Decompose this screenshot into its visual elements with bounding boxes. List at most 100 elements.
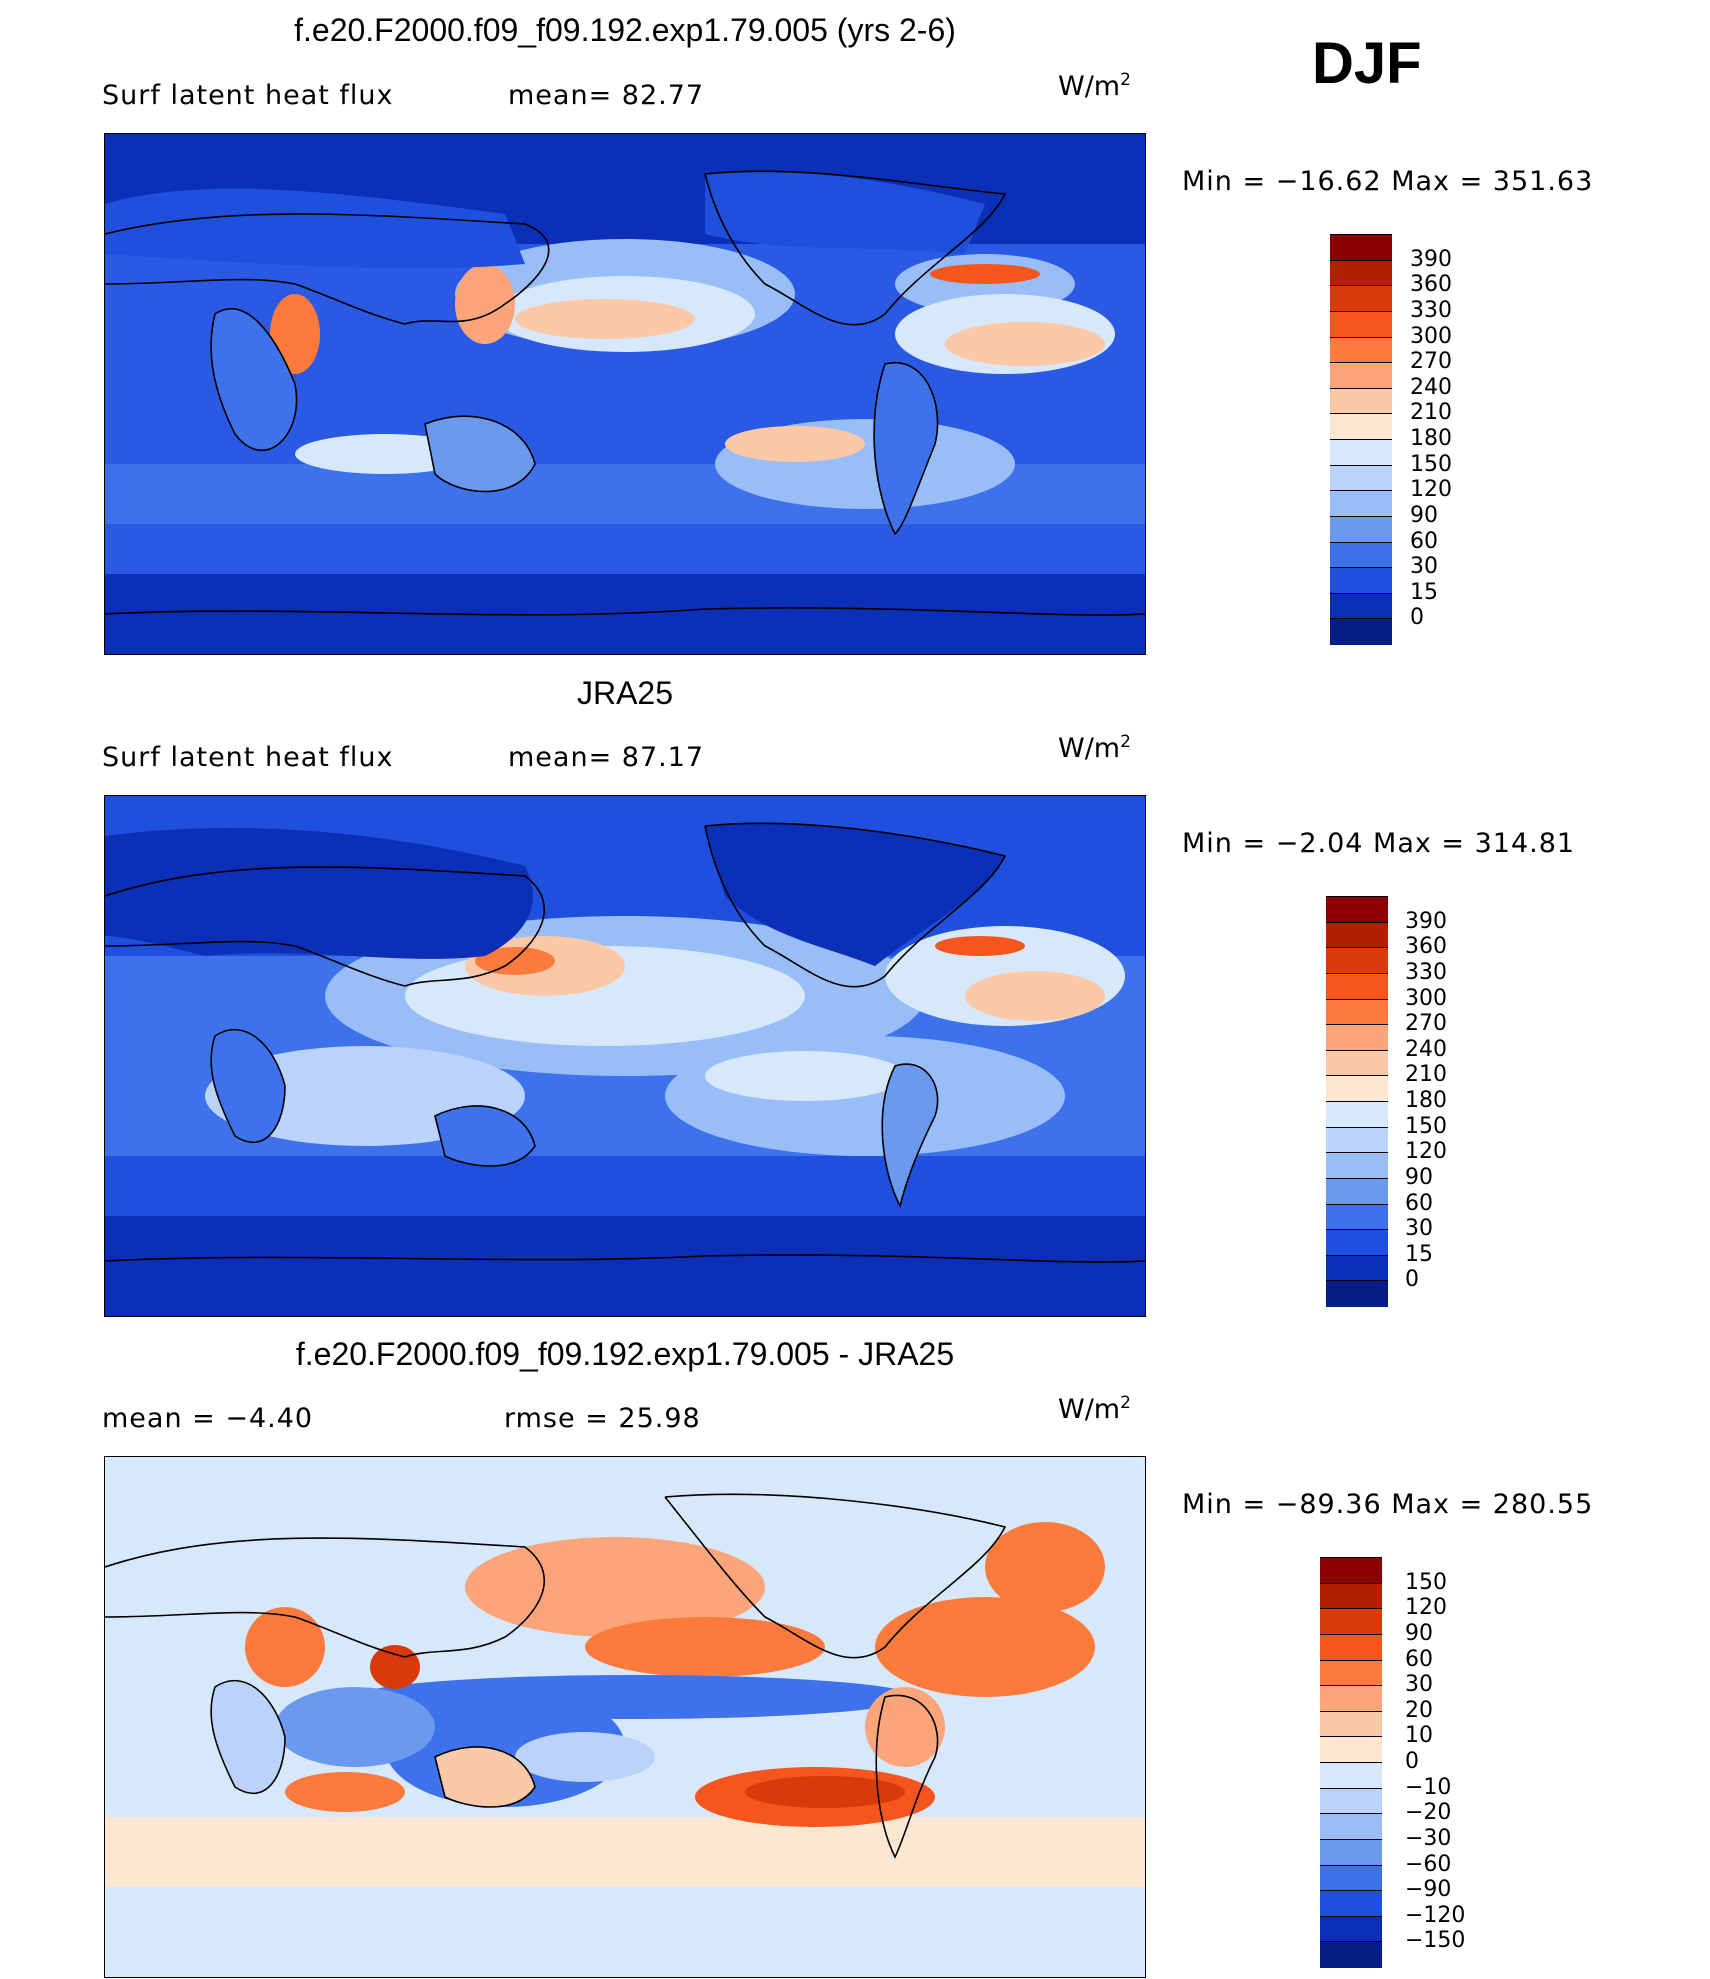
panel2-minmax: Min = −2.04 Max = 314.81 (1182, 828, 1576, 859)
colorbar-tick-label: 0 (1405, 1267, 1419, 1293)
colorbar-swatch (1330, 285, 1392, 312)
panel3-colorbar-labels: 150 120 90 60 30 20 10 0 −10 −20 −30 −60 −90 −120 −150 (1405, 1557, 1525, 1967)
colorbar-tick-label: 180 (1405, 1088, 1447, 1113)
colorbar-swatch (1326, 1254, 1388, 1281)
colorbar-tick-label: −30 (1405, 1825, 1452, 1851)
colorbar-swatch (1326, 972, 1388, 999)
panel1-units: W/m2 (1058, 70, 1131, 102)
colorbar-tick-label: 150 (1405, 1569, 1447, 1595)
colorbar-tick-label: 390 (1405, 908, 1447, 934)
panel2-title: JRA25 (576, 675, 674, 711)
panel1-map (104, 133, 1146, 655)
colorbar-tick-label: 15 (1405, 1241, 1433, 1267)
colorbar-swatch (1326, 1152, 1388, 1179)
colorbar-swatch (1326, 1075, 1388, 1102)
colorbar-tick-label: 30 (1410, 554, 1438, 580)
colorbar-tick-label: 60 (1405, 1190, 1433, 1216)
colorbar-tick-label: 390 (1410, 246, 1452, 272)
colorbar-tick-label: 210 (1405, 1062, 1447, 1088)
panel1-colorbar-labels: 390 360 330 300 270 240 210 180 150 120 90 60 30 15 0 (1410, 234, 1530, 644)
panel3-minmax: Min = −89.36 Max = 280.55 (1182, 1489, 1594, 1520)
colorbar-tick-label: 150 (1410, 451, 1452, 477)
colorbar-tick-label: 10 (1405, 1723, 1433, 1749)
colorbar-swatch (1330, 310, 1392, 337)
colorbar-swatch (1326, 1203, 1388, 1230)
colorbar-swatch (1320, 1736, 1382, 1763)
colorbar-swatch (1320, 1838, 1382, 1865)
colorbar-swatch (1326, 998, 1388, 1025)
colorbar-swatch (1330, 592, 1392, 619)
panel1-minmax: Min = −16.62 Max = 351.63 (1182, 166, 1594, 197)
colorbar-swatch (1326, 1229, 1388, 1256)
colorbar-tick-label: 30 (1405, 1216, 1433, 1242)
colorbar-tick-label: 150 (1405, 1113, 1447, 1139)
panel3-map (104, 1456, 1146, 1978)
colorbar-swatch (1320, 1710, 1382, 1737)
colorbar-swatch (1326, 947, 1388, 974)
colorbar-swatch (1330, 515, 1392, 542)
panel3-rmse: rmse = 25.98 (504, 1403, 701, 1434)
panel3-map-field (105, 1457, 1145, 1977)
colorbar-swatch (1330, 336, 1392, 363)
colorbar-swatch (1326, 921, 1388, 948)
panel2-map-field (105, 796, 1145, 1316)
colorbar-swatch (1330, 490, 1392, 517)
panel2-variable-label: Surf latent heat flux (102, 742, 394, 773)
colorbar-swatch (1320, 1915, 1382, 1942)
colorbar-swatch (1330, 362, 1392, 389)
colorbar-swatch (1320, 1685, 1382, 1712)
panel2-mean: mean= 87.17 (508, 742, 705, 773)
colorbar-tick-label: −20 (1405, 1800, 1452, 1826)
colorbar-tick-label: 120 (1410, 477, 1452, 503)
panel2-colorbar-labels: 390 360 330 300 270 240 210 180 150 120 90 60 30 15 0 (1405, 896, 1525, 1306)
colorbar-swatch (1330, 387, 1392, 414)
colorbar-swatch (1320, 1608, 1382, 1635)
colorbar-tick-label: 330 (1405, 959, 1447, 985)
panel2-colorbar-swatches (1326, 896, 1388, 1307)
colorbar-swatch (1330, 618, 1392, 645)
panel1-map-field (105, 134, 1145, 654)
colorbar-tick-label: 90 (1405, 1164, 1433, 1190)
colorbar-swatch (1326, 1280, 1388, 1307)
colorbar-swatch (1326, 896, 1388, 923)
colorbar-tick-label: 300 (1405, 985, 1447, 1011)
colorbar-swatch (1320, 1659, 1382, 1686)
colorbar-tick-label: 90 (1410, 502, 1438, 528)
colorbar-swatch (1326, 1126, 1388, 1153)
panel1-mean: mean= 82.77 (508, 80, 705, 111)
colorbar-tick-label: 180 (1410, 426, 1452, 451)
colorbar-tick-label: 240 (1405, 1036, 1447, 1062)
colorbar-tick-label: 60 (1405, 1646, 1433, 1672)
colorbar-swatch (1330, 259, 1392, 286)
colorbar-tick-label: 90 (1405, 1620, 1433, 1646)
colorbar-swatch (1320, 1762, 1382, 1789)
colorbar-swatch (1326, 1177, 1388, 1204)
colorbar-tick-label: 330 (1410, 297, 1452, 323)
colorbar-swatch (1320, 1941, 1382, 1968)
colorbar-swatch (1320, 1557, 1382, 1584)
colorbar-tick-label: −60 (1405, 1851, 1452, 1877)
colorbar-tick-label: −120 (1405, 1902, 1466, 1928)
colorbar-tick-label: −10 (1405, 1774, 1452, 1800)
colorbar-swatch (1330, 464, 1392, 491)
colorbar-swatch (1330, 439, 1392, 466)
colorbar-tick-label: 30 (1405, 1672, 1433, 1698)
colorbar-tick-label: 360 (1405, 934, 1447, 960)
colorbar-tick-label: 20 (1405, 1697, 1433, 1723)
colorbar-tick-label: 15 (1410, 579, 1438, 605)
colorbar-swatch (1330, 234, 1392, 261)
panel3-units: W/m2 (1058, 1393, 1131, 1425)
colorbar-swatch (1320, 1813, 1382, 1840)
colorbar-tick-label: 300 (1410, 323, 1452, 349)
colorbar-tick-label: 210 (1410, 400, 1452, 426)
panel2-units: W/m2 (1058, 732, 1131, 764)
panel1-colorbar-swatches (1330, 234, 1392, 645)
panel1-title: f.e20.F2000.f09_f09.192.exp1.79.005 (yrs… (294, 12, 956, 48)
colorbar-swatch (1326, 1101, 1388, 1128)
colorbar-tick-label: −150 (1405, 1928, 1466, 1954)
panel3-title: f.e20.F2000.f09_f09.192.exp1.79.005 - JR… (295, 1336, 955, 1372)
panel2-map (104, 795, 1146, 1317)
panel1-variable-label: Surf latent heat flux (102, 80, 394, 111)
colorbar-tick-label: 240 (1410, 374, 1452, 400)
colorbar-tick-label: 0 (1405, 1749, 1419, 1774)
